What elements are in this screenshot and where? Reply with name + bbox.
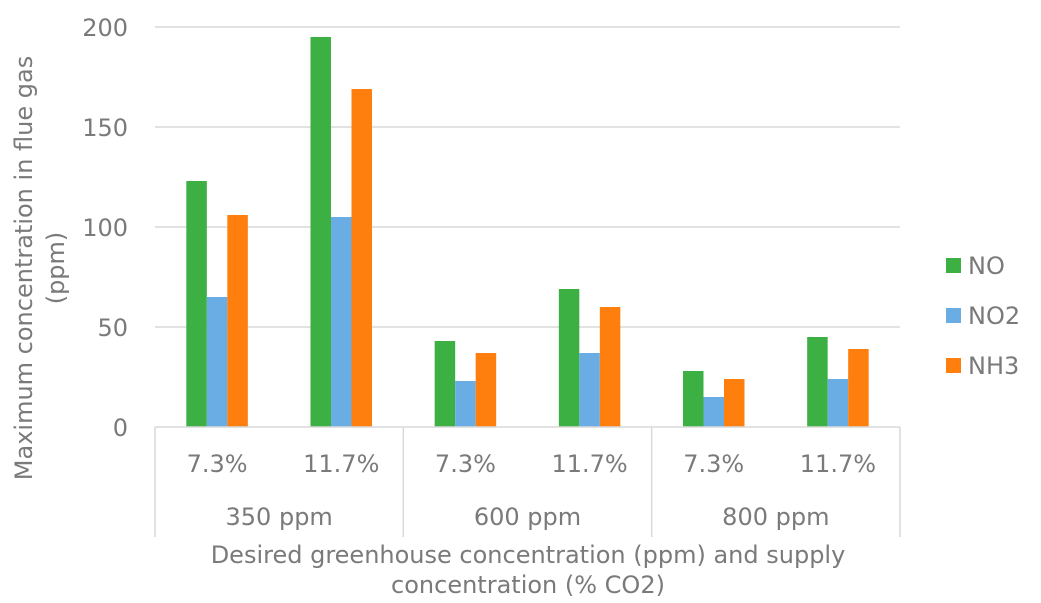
bar-nh3 (724, 379, 745, 427)
legend-swatch-no (946, 258, 961, 273)
x-category-label: 11.7% (303, 450, 379, 478)
bar-nh3 (599, 307, 621, 427)
bar-no2 (206, 297, 228, 427)
bar-no2 (331, 217, 352, 427)
y-axis-title-line: (ppm) (42, 232, 70, 305)
x-axis-title-line: Desired greenhouse concentration (ppm) a… (211, 541, 846, 569)
bar-no2 (703, 397, 724, 427)
legend-label: NO2 (968, 302, 1020, 330)
bar-no2 (827, 379, 849, 427)
legend-label: NO (968, 252, 1005, 280)
x-category-label: 7.3% (683, 450, 744, 478)
x-category-label: 7.3% (435, 450, 496, 478)
bar-no (807, 337, 828, 427)
x-axis-title-line: concentration (% CO2) (391, 571, 665, 599)
y-axis-title: Maximum concentration in flue gas (ppm) (10, 56, 70, 480)
x-group-label: 350 ppm (226, 503, 333, 531)
bar-no (558, 289, 580, 427)
y-tick-label: 0 (113, 414, 128, 442)
legend-swatch-no2 (946, 308, 961, 323)
y-tick-label: 200 (82, 14, 128, 42)
bar-nh3 (475, 353, 497, 427)
bar-nh3 (227, 215, 248, 427)
bar-no2 (579, 353, 600, 427)
bar-no2 (455, 381, 476, 427)
bar-no (683, 371, 704, 427)
x-category-label: 7.3% (187, 450, 248, 478)
x-axis: 7.3% 11.7% 7.3% 11.7% 7.3% 11.7% 350 ppm 600 pp… (154, 426, 901, 537)
bar-no (310, 37, 331, 427)
legend-label: NH3 (968, 352, 1019, 380)
y-tick-label: 150 (82, 114, 128, 142)
legend: NO NO2 NH3 (946, 252, 1020, 380)
x-group-label: 800 ppm (722, 503, 829, 531)
bar-nh3 (848, 349, 869, 427)
y-axis-ticks: 0 50 100 150 200 (82, 14, 128, 442)
bar-no (186, 181, 207, 427)
y-tick-label: 50 (97, 314, 128, 342)
x-group-label: 600 ppm (474, 503, 581, 531)
x-category-label: 11.7% (800, 450, 876, 478)
x-axis-title: Desired greenhouse concentration (ppm) a… (211, 541, 846, 599)
y-tick-label: 100 (82, 214, 128, 242)
legend-swatch-nh3 (946, 358, 961, 373)
gridlines (155, 26, 900, 328)
bar-nh3 (351, 89, 372, 427)
bars (186, 37, 869, 427)
x-category-label: 11.7% (551, 450, 627, 478)
bar-no (434, 341, 456, 427)
y-axis-title-line: Maximum concentration in flue gas (10, 56, 38, 480)
